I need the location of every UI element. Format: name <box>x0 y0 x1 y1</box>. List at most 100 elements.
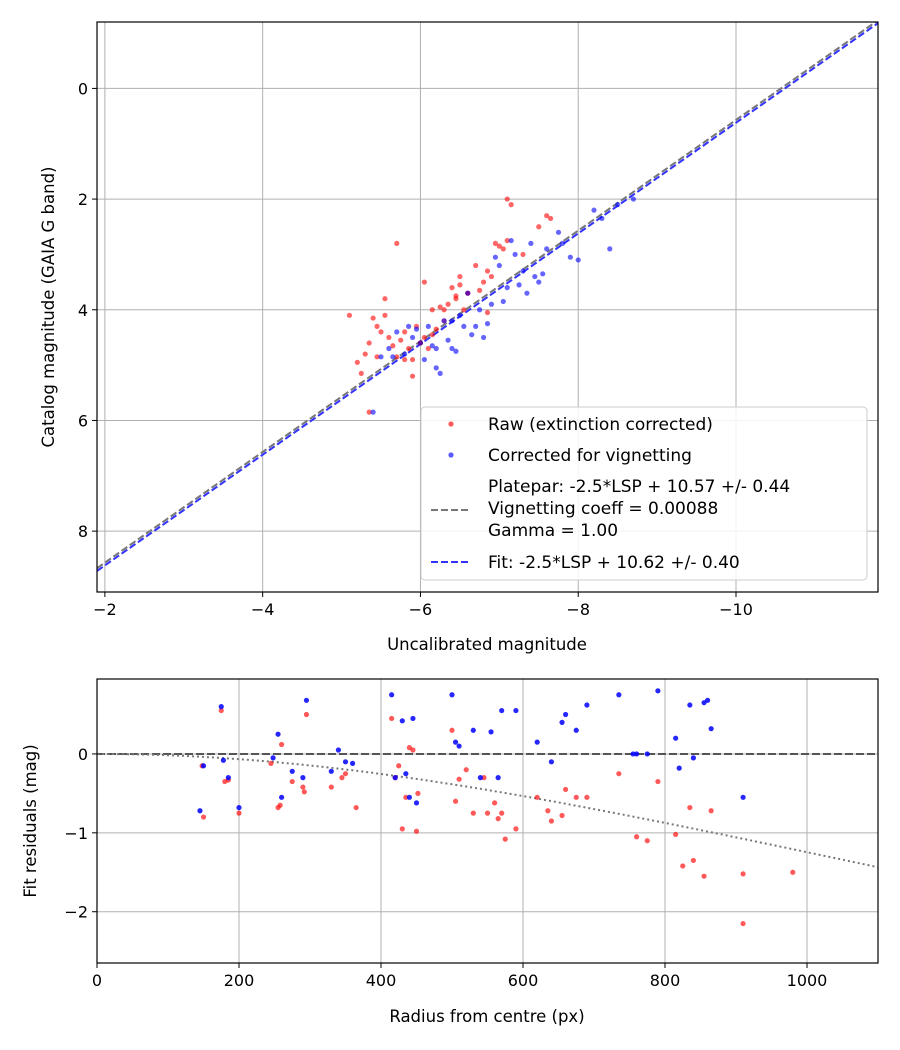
raw-residual-point <box>634 834 640 840</box>
corrected-point <box>409 334 416 341</box>
raw-residual-point <box>353 804 359 811</box>
corrected-point <box>607 246 613 252</box>
corrected-point <box>480 334 487 341</box>
bottom-plot-area <box>97 679 878 963</box>
bottom-x-tick-label: 1000 <box>787 971 828 990</box>
bottom-y-tick-label: −1 <box>64 824 88 843</box>
corrected-point <box>492 254 498 260</box>
raw-point <box>457 273 463 280</box>
top-y-tick-label: 4 <box>78 301 88 320</box>
corrected-residual-point <box>328 768 334 774</box>
legend-frame <box>420 406 868 581</box>
bottom-y-tick-label: 0 <box>78 745 88 764</box>
raw-residual-point <box>740 871 746 877</box>
bottom-data-layer <box>97 688 878 927</box>
raw-residual-point <box>513 826 519 832</box>
corrected-residual-point <box>449 692 455 698</box>
corrected-point <box>378 354 384 360</box>
raw-residual-point <box>200 814 207 820</box>
corrected-point <box>417 340 424 346</box>
corrected-residual-point <box>573 727 579 733</box>
raw-point <box>457 282 463 288</box>
raw-residual-point <box>559 812 565 819</box>
raw-point <box>461 307 467 313</box>
bottom-y-axis-label: Fit residuals (mag) <box>21 744 40 897</box>
corrected-point <box>441 318 447 324</box>
corrected-point <box>520 268 526 274</box>
raw-residual-point <box>279 741 285 748</box>
corrected-point <box>559 240 566 246</box>
raw-point <box>378 329 384 335</box>
corrected-residual-point <box>673 735 679 741</box>
raw-residual-point <box>673 831 679 838</box>
corrected-residual-point <box>413 800 420 806</box>
raw-point <box>548 215 554 222</box>
raw-point <box>402 329 408 335</box>
raw-point <box>520 251 526 258</box>
corrected-residual-point <box>406 794 412 800</box>
raw-residual-point <box>449 727 455 733</box>
top-y-tick-label: 2 <box>78 190 88 209</box>
top-y-axis-label: Catalog magnitude (GAIA G band) <box>39 167 58 448</box>
corrected-point <box>599 215 605 222</box>
corrected-point <box>496 262 502 269</box>
raw-residual-point <box>534 794 540 800</box>
corrected-residual-point <box>456 743 462 749</box>
corrected-residual-point <box>270 755 276 761</box>
corrected-point <box>473 323 479 329</box>
raw-residual-point <box>300 784 306 790</box>
corrected-point <box>461 323 467 329</box>
bottom-axes-frame <box>96 678 879 964</box>
raw-residual-point <box>328 784 334 790</box>
corrected-residual-point <box>279 794 285 800</box>
corrected-residual-point <box>410 715 416 722</box>
raw-point <box>496 243 502 249</box>
corrected-residual-point <box>452 739 459 745</box>
raw-point <box>406 345 412 352</box>
top-x-tick-label: −6 <box>409 600 433 619</box>
corrected-point <box>413 326 420 332</box>
top-x-tick-label: −8 <box>566 600 590 619</box>
corrected-residual-point <box>616 692 622 698</box>
corrected-point <box>406 323 412 329</box>
raw-point <box>484 268 491 274</box>
raw-point <box>394 240 400 246</box>
bottom-y-tick-label: −2 <box>64 903 88 922</box>
raw-point <box>480 279 487 285</box>
raw-residual-point <box>616 771 622 777</box>
legend-label-raw: Raw (extinction corrected) <box>488 415 713 435</box>
corrected-point <box>567 254 573 260</box>
legend-entry-fit: Fit: -2.5*LSP + 10.62 +/- 0.40 <box>431 553 740 573</box>
corrected-point <box>591 207 597 213</box>
raw-point <box>402 356 408 363</box>
raw-point <box>409 356 416 363</box>
raw-point <box>382 296 388 302</box>
corrected-point <box>555 229 562 235</box>
vignetting-curve <box>97 752 878 869</box>
raw-residual-point <box>492 800 498 806</box>
corrected-residual-point <box>342 759 349 765</box>
corrected-residual-point <box>488 729 494 735</box>
fit-line <box>97 22 878 572</box>
corrected-residual-point <box>634 751 640 757</box>
raw-point <box>504 237 510 244</box>
corrected-point <box>536 279 542 285</box>
raw-point <box>358 370 364 377</box>
raw-residual-point <box>499 810 505 816</box>
legend-marker-corrected <box>448 452 454 458</box>
raw-residual-point <box>644 838 650 844</box>
raw-residual-point <box>289 778 295 785</box>
raw-residual-point <box>399 826 405 832</box>
corrected-residual-point <box>534 739 540 745</box>
raw-residual-point <box>456 776 462 782</box>
corrected-point <box>540 271 546 277</box>
bottom-x-tick-label: 800 <box>650 971 681 990</box>
raw-point <box>398 337 404 343</box>
raw-residual-point <box>708 808 714 814</box>
raw-residual-point <box>389 715 395 722</box>
raw-point <box>445 301 451 307</box>
raw-point <box>433 326 439 332</box>
raw-residual-point <box>396 763 402 769</box>
raw-point <box>386 334 392 341</box>
